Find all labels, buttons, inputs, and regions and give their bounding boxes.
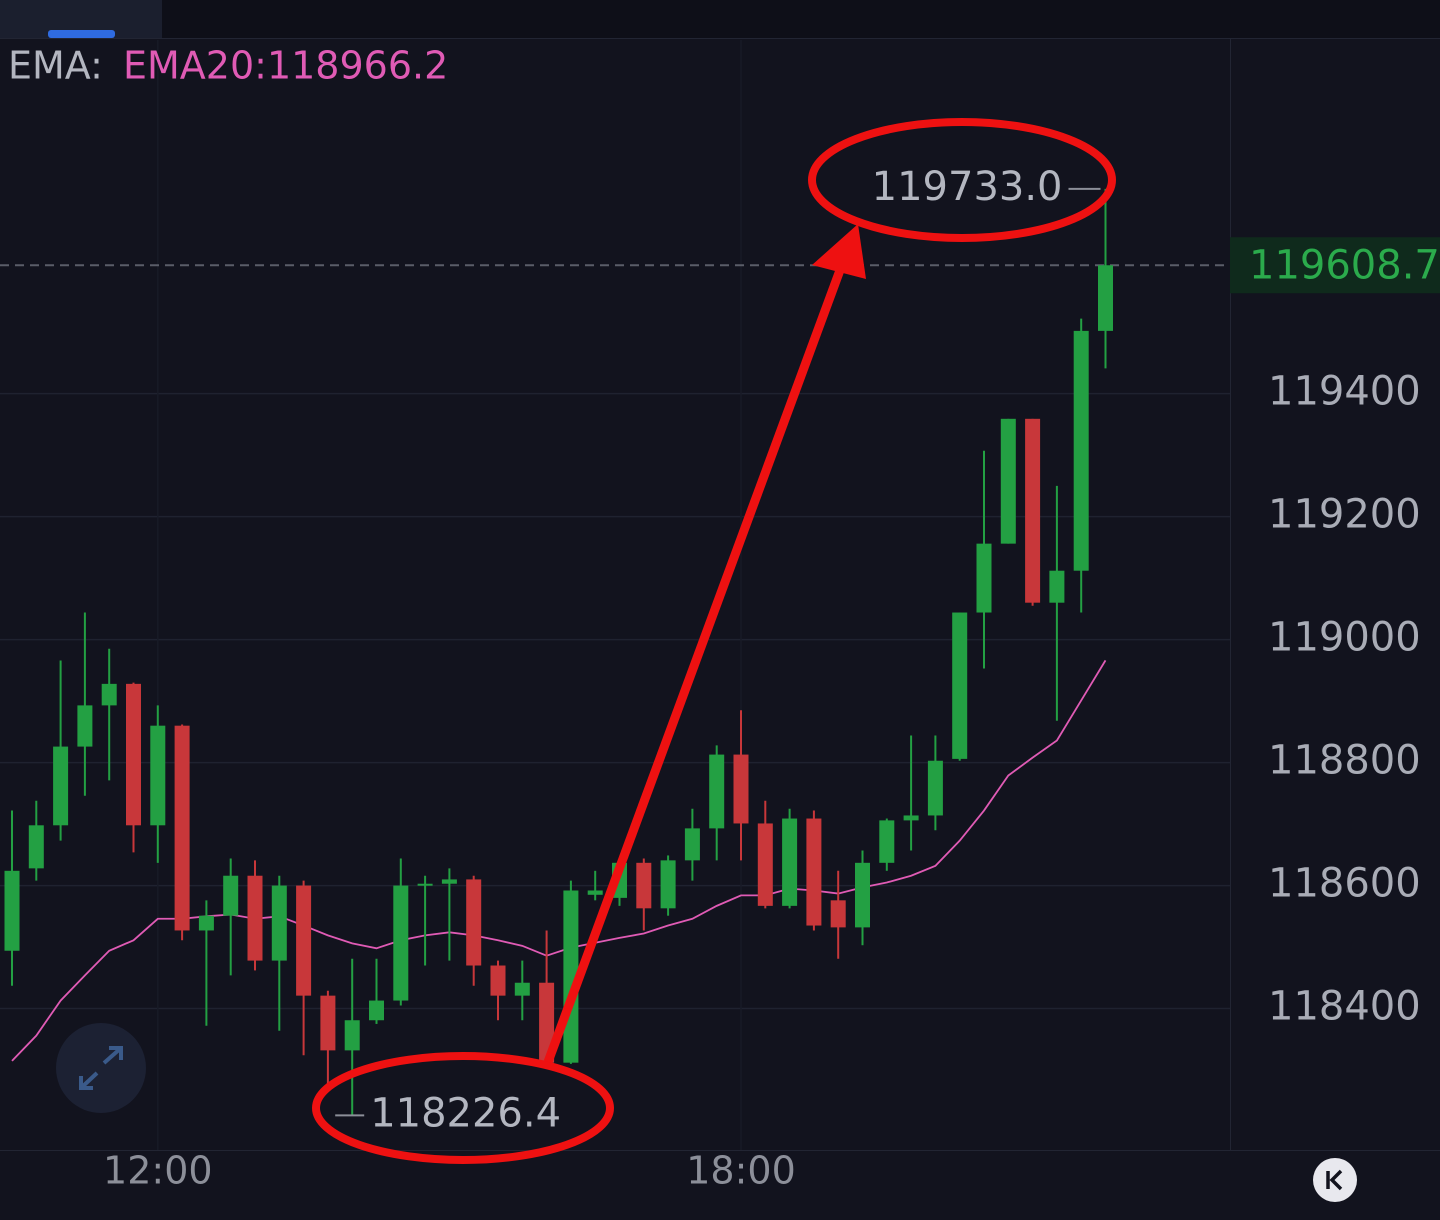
candle-body <box>636 862 652 909</box>
y-tick-label: 118600 <box>1268 861 1421 907</box>
candle-body <box>976 543 992 613</box>
candle-body <box>660 860 676 909</box>
arrow-line <box>543 260 848 1064</box>
candle-body <box>174 725 190 931</box>
candle-body <box>1000 418 1016 544</box>
ema-layer <box>11 659 1107 1062</box>
candle-body <box>466 879 482 966</box>
candle-body <box>757 823 773 906</box>
candle-body <box>709 754 725 829</box>
candle-body <box>1025 418 1041 603</box>
candle-body <box>150 725 166 826</box>
candle-body <box>855 862 870 928</box>
candle-body <box>879 820 895 863</box>
candle-body <box>733 754 749 824</box>
top-bar <box>0 0 1440 38</box>
candle-body <box>952 612 968 759</box>
expand-button[interactable] <box>56 1023 146 1113</box>
arrow-head <box>812 224 866 279</box>
candle-body <box>1098 265 1113 331</box>
y-tick-label: 119000 <box>1268 615 1421 661</box>
highlight-ellipse <box>312 1052 614 1164</box>
candle-body <box>1073 330 1089 571</box>
candle-body <box>1049 570 1065 603</box>
candle-body <box>417 883 433 886</box>
candle-body <box>320 995 336 1051</box>
last-price-label: 119608.7 <box>1249 242 1440 288</box>
legend-prefix: EMA: <box>8 44 103 88</box>
candle-body <box>4 870 20 951</box>
last-price-box <box>1230 237 1440 294</box>
candle-body <box>587 890 603 895</box>
x-tick-label: 12:00 <box>103 1149 213 1193</box>
candle-body <box>101 683 117 706</box>
candle-body <box>830 900 846 928</box>
candle-body <box>393 885 409 1001</box>
candles <box>4 188 1113 1116</box>
candle-body <box>441 879 457 884</box>
annotation-label: 119733.0 <box>872 164 1063 210</box>
candle-body <box>806 818 822 926</box>
candle-body <box>490 965 506 996</box>
ema-legend: EMA20:118966.2 <box>123 44 448 88</box>
candle-body <box>77 705 93 747</box>
y-tick-label: 118800 <box>1268 738 1421 784</box>
candle-body <box>28 825 44 869</box>
y-tick-label: 119200 <box>1268 492 1421 538</box>
candle-body <box>223 875 239 916</box>
ema-line <box>11 659 1107 1062</box>
candle-body <box>247 875 263 961</box>
candle-body <box>296 885 312 996</box>
scroll-icon <box>1326 1169 1343 1191</box>
candle-body <box>53 746 69 826</box>
y-tick-label: 118400 <box>1268 984 1421 1030</box>
candle-body <box>369 1000 384 1021</box>
y-tick-label: 119400 <box>1268 369 1421 415</box>
scroll-latest-button[interactable] <box>1313 1158 1357 1202</box>
labels: 118400 118600 118800 119000 119200 119400 12:0… <box>103 164 1440 1193</box>
grid <box>0 40 1230 1150</box>
candle-body <box>684 828 700 861</box>
candle-body <box>271 885 287 961</box>
tab-indicator <box>48 30 115 38</box>
x-tick-label: 18:00 <box>686 1149 796 1193</box>
annotation-label: 118226.4 <box>370 1090 561 1136</box>
candle-body <box>927 760 943 816</box>
expand-icon <box>79 1046 123 1090</box>
candle-body <box>126 683 141 826</box>
candle-body <box>344 1020 360 1051</box>
candle-body <box>198 915 214 931</box>
candle-body <box>782 818 798 906</box>
candle-body <box>514 982 530 996</box>
candle-body <box>903 815 919 821</box>
highlight-ellipse <box>808 118 1116 242</box>
